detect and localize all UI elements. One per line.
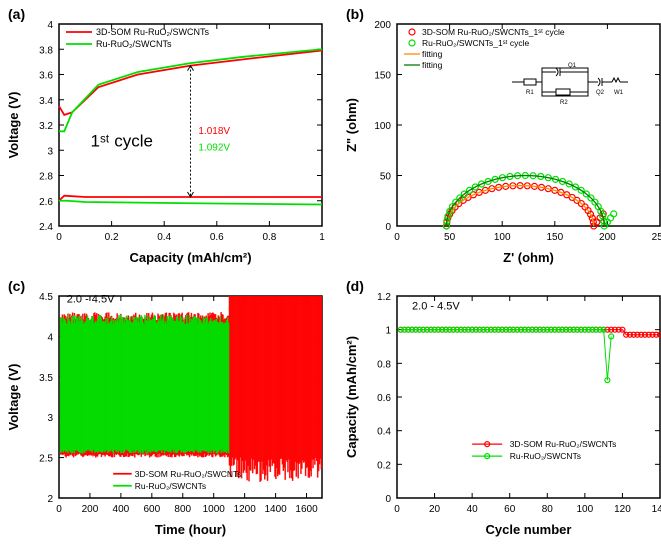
svg-text:Ru-RuO₂/SWCNTs: Ru-RuO₂/SWCNTs [135,481,206,491]
svg-text:0: 0 [394,504,400,515]
chart-b: 0 50 100 150 200 250 0 50 100 150 200 Z' (ohm) Z" (o… [342,4,661,268]
svg-text:1200: 1200 [234,504,257,515]
svg-text:140: 140 [652,504,661,515]
svg-text:1.018V: 1.018V [198,126,230,137]
svg-text:fitting: fitting [422,49,443,59]
svg-text:3.8: 3.8 [39,45,53,56]
panel-a: (a) 0 0.2 0.4 0.6 0.8 1 2.4 2.6 2.8 3 3.2 3.4 3.6 3.8… [0,0,338,272]
svg-text:3: 3 [47,413,53,424]
svg-text:R2: R2 [560,100,568,106]
svg-text:3D-SOM Ru-RuO₂/SWCNTs: 3D-SOM Ru-RuO₂/SWCNTs [135,469,242,479]
svg-text:250: 250 [652,232,661,243]
svg-text:2: 2 [47,494,53,505]
panel-b-label: (b) [346,6,364,22]
svg-text:Z' (ohm): Z' (ohm) [503,250,554,265]
svg-text:0.8: 0.8 [262,232,276,243]
svg-text:40: 40 [467,504,479,515]
svg-text:1ˢᵗ cycle: 1ˢᵗ cycle [91,131,153,150]
svg-text:200: 200 [374,20,391,31]
svg-text:0: 0 [385,494,391,505]
panel-b: (b) 0 50 100 150 200 250 0 50 100 150 200 Z' (ohm) Z… [338,0,661,272]
svg-text:4: 4 [47,332,53,343]
chart-d: 0 20 40 60 80 100 120 140 0 0.2 0.4 0.6 0.8 1 1.2 Cycle… [342,276,661,540]
svg-text:1600: 1600 [295,504,318,515]
svg-text:150: 150 [546,232,563,243]
svg-text:fitting: fitting [422,60,443,70]
svg-text:Time (hour): Time (hour) [155,522,226,537]
svg-text:Ru-RuO₂/SWCNTs_1ˢᵗ cycle: Ru-RuO₂/SWCNTs_1ˢᵗ cycle [422,38,530,48]
svg-text:2.6: 2.6 [39,197,53,208]
svg-text:100: 100 [577,504,594,515]
svg-text:120: 120 [614,504,631,515]
svg-text:0: 0 [56,232,62,243]
panel-d: (d) 0 20 40 60 80 100 120 140 0 0.2 0.4 0.6 0.8 1 1.2 C… [338,272,661,544]
svg-text:3.4: 3.4 [39,96,53,107]
svg-text:4.5: 4.5 [39,292,53,303]
svg-text:800: 800 [174,504,191,515]
panel-c-label: (c) [8,278,25,294]
svg-text:20: 20 [429,504,441,515]
svg-text:3.6: 3.6 [39,71,53,82]
svg-text:2.0 - 4.5V: 2.0 - 4.5V [67,293,115,305]
svg-text:2.5: 2.5 [39,454,53,465]
svg-text:0.2: 0.2 [105,232,119,243]
svg-text:0: 0 [385,222,391,233]
svg-text:3.2: 3.2 [39,121,53,132]
svg-text:600: 600 [143,504,160,515]
panel-c: (c) 0 200 400 600 800 1000 1200 1400 1600 2 2.5 3 3.… [0,272,338,544]
svg-text:0.2: 0.2 [377,460,391,471]
svg-text:1000: 1000 [203,504,226,515]
svg-text:50: 50 [444,232,456,243]
svg-text:200: 200 [599,232,616,243]
svg-text:Q2: Q2 [596,90,605,96]
chart-grid: (a) 0 0.2 0.4 0.6 0.8 1 2.4 2.6 2.8 3 3.2 3.4 3.6 3.8… [0,0,661,529]
svg-text:2.0 - 4.5V: 2.0 - 4.5V [412,300,460,312]
svg-text:150: 150 [374,71,391,82]
panel-d-label: (d) [346,278,364,294]
svg-text:0.4: 0.4 [157,232,171,243]
svg-text:2.8: 2.8 [39,172,53,183]
svg-text:Z" (ohm): Z" (ohm) [344,98,359,152]
svg-text:400: 400 [113,504,130,515]
svg-text:50: 50 [380,172,392,183]
svg-text:R1: R1 [526,90,534,96]
svg-text:200: 200 [82,504,99,515]
svg-text:1: 1 [385,326,391,337]
svg-text:Ru-RuO₂/SWCNTs: Ru-RuO₂/SWCNTs [510,451,581,461]
svg-text:0.4: 0.4 [377,427,391,438]
svg-text:0.8: 0.8 [377,359,391,370]
svg-text:3D-SOM Ru-RuO₂/SWCNTs_1ˢᵗ cycl: 3D-SOM Ru-RuO₂/SWCNTs_1ˢᵗ cycle [422,27,565,37]
svg-text:1: 1 [319,232,325,243]
panel-a-label: (a) [8,6,25,22]
svg-text:W1: W1 [614,90,624,96]
svg-text:0.6: 0.6 [210,232,224,243]
svg-text:Voltage (V): Voltage (V) [6,364,21,431]
svg-text:Capacity (mAh/cm²): Capacity (mAh/cm²) [344,336,359,458]
svg-text:Cycle number: Cycle number [486,522,572,537]
svg-text:0.6: 0.6 [377,393,391,404]
svg-text:Capacity (mAh/cm²): Capacity (mAh/cm²) [129,250,251,265]
svg-text:Q1: Q1 [568,63,577,69]
chart-c: 0 200 400 600 800 1000 1200 1400 1600 2 2.5 3 3.5 4 4.… [4,276,334,540]
svg-text:0: 0 [394,232,400,243]
svg-text:3D-SOM Ru-RuO₂/SWCNTs: 3D-SOM Ru-RuO₂/SWCNTs [510,439,617,449]
chart-a: 0 0.2 0.4 0.6 0.8 1 2.4 2.6 2.8 3 3.2 3.4 3.6 3.8 4 Cap… [4,4,334,268]
svg-text:2.4: 2.4 [39,222,53,233]
svg-text:3D-SOM Ru-RuO₂/SWCNTs: 3D-SOM Ru-RuO₂/SWCNTs [96,27,210,37]
svg-text:Ru-RuO₂/SWCNTs: Ru-RuO₂/SWCNTs [96,39,172,49]
svg-text:80: 80 [542,504,554,515]
svg-text:Voltage (V): Voltage (V) [6,92,21,159]
svg-text:3.5: 3.5 [39,373,53,384]
svg-text:0: 0 [56,504,62,515]
svg-text:60: 60 [504,504,516,515]
svg-text:100: 100 [494,232,511,243]
svg-text:1.2: 1.2 [377,292,391,303]
svg-text:4: 4 [47,20,53,31]
svg-text:1.092V: 1.092V [198,142,230,153]
svg-text:3: 3 [47,146,53,157]
svg-text:100: 100 [374,121,391,132]
svg-text:1400: 1400 [264,504,287,515]
